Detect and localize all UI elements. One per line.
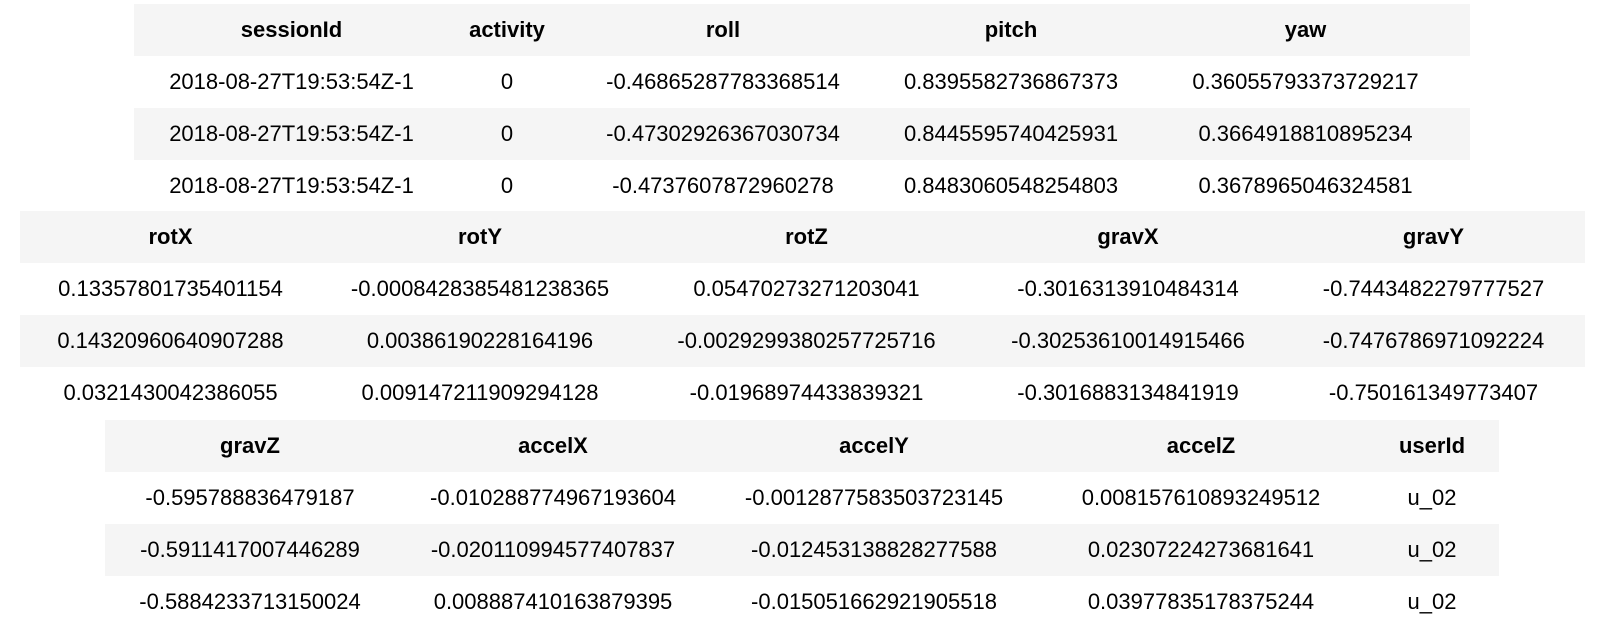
table-cell: 0 xyxy=(500,69,514,94)
table-cell: -0.5911417007446289 xyxy=(105,524,395,576)
table-cell: 0.8395582736867373 xyxy=(903,69,1119,94)
table-cell: 2018-08-27T19:53:54Z-1 xyxy=(169,69,414,94)
table-cell: 2018-08-27T19:53:54Z-1 xyxy=(169,173,414,198)
column-header-roty: rotY xyxy=(321,211,639,263)
column-header-sessionid: sessionId xyxy=(134,4,449,56)
table-cell: -0.010288774967193604 xyxy=(430,485,676,510)
table-cell: -0.595788836479187 xyxy=(145,485,355,510)
table-cell: 0.3678965046324581 xyxy=(1198,173,1413,198)
table-row: -0.595788836479187 -0.010288774967193604… xyxy=(105,472,1499,524)
table-row: 2018-08-27T19:53:54Z-1 0 -0.473029263670… xyxy=(134,108,1470,160)
table-row: 0.0321430042386055 0.009147211909294128 … xyxy=(20,367,1585,419)
table-cell: -0.46865287783368514 xyxy=(606,69,840,94)
table-cell: 0 xyxy=(500,173,514,198)
table-row: 2018-08-27T19:53:54Z-1 0 -0.468652877833… xyxy=(134,56,1470,108)
column-header-roll: roll xyxy=(565,4,881,56)
table-cell: 0.00386190228164196 xyxy=(321,315,639,367)
table-cell: 0.8483060548254803 xyxy=(903,173,1119,198)
table-cell: -0.0029299380257725716 xyxy=(639,315,974,367)
column-header-activity: activity xyxy=(449,4,565,56)
table-cell: -0.4737607872960278 xyxy=(612,173,834,198)
table-cell: 0.0321430042386055 xyxy=(63,380,278,405)
table-cell: u_02 xyxy=(1365,524,1499,576)
table-row: -0.5911417007446289 -0.02011099457740783… xyxy=(105,524,1499,576)
table-cell: 0.008887410163879395 xyxy=(433,589,673,614)
table-cell: -0.020110994577407837 xyxy=(395,524,711,576)
table-cell: -0.3016883134841919 xyxy=(1017,380,1239,405)
column-header-accelx: accelX xyxy=(395,420,711,472)
column-header-userid: userId xyxy=(1365,420,1499,472)
table-cell: -0.750161349773407 xyxy=(1328,380,1539,405)
data-table-3: gravZ accelX accelY accelZ userId -0.595… xyxy=(105,420,1499,628)
column-header-gravz: gravZ xyxy=(105,420,395,472)
table-cell: 2018-08-27T19:53:54Z-1 xyxy=(134,108,449,160)
table-cell: 0.03977835178375244 xyxy=(1087,589,1315,614)
table-cell: 0.009147211909294128 xyxy=(361,380,599,405)
table-cell: u_02 xyxy=(1407,485,1457,510)
table-cell: 0.36055793373729217 xyxy=(1192,69,1419,94)
table-cell: 0.02307224273681641 xyxy=(1037,524,1365,576)
data-table-1: sessionId activity roll pitch yaw 2018-0… xyxy=(134,4,1470,212)
column-header-gravx: gravX xyxy=(974,211,1282,263)
table-cell: -0.30253610014915466 xyxy=(974,315,1282,367)
table-cell: -0.012453138828277588 xyxy=(711,524,1037,576)
table-cell: 0.3664918810895234 xyxy=(1141,108,1470,160)
table-cell: 0.14320960640907288 xyxy=(20,315,321,367)
table-cell: u_02 xyxy=(1407,589,1457,614)
column-header-rotx: rotX xyxy=(20,211,321,263)
data-table-2: rotX rotY rotZ gravX gravY 0.13357801735… xyxy=(20,211,1585,419)
column-header-pitch: pitch xyxy=(881,4,1141,56)
table-row: -0.5884233713150024 0.008887410163879395… xyxy=(105,576,1499,628)
table-cell: -0.7443482279777527 xyxy=(1322,276,1545,301)
column-header-accely: accelY xyxy=(711,420,1037,472)
column-header-accelz: accelZ xyxy=(1037,420,1365,472)
table-cell: -0.0012877583503723145 xyxy=(744,485,1004,510)
table-header-row: gravZ accelX accelY accelZ userId xyxy=(105,420,1499,472)
table-cell: 0.05470273271203041 xyxy=(693,276,920,301)
column-header-rotz: rotZ xyxy=(639,211,974,263)
column-header-gravy: gravY xyxy=(1282,211,1585,263)
table-cell: -0.3016313910484314 xyxy=(1017,276,1239,301)
table-cell: -0.01968974433839321 xyxy=(689,380,924,405)
table-row: 0.13357801735401154 -0.00084283854812383… xyxy=(20,263,1585,315)
column-header-yaw: yaw xyxy=(1141,4,1470,56)
table-cell: -0.0008428385481238365 xyxy=(350,276,610,301)
table-header-row: rotX rotY rotZ gravX gravY xyxy=(20,211,1585,263)
table-cell: 0.13357801735401154 xyxy=(58,276,283,301)
table-cell: -0.015051662921905518 xyxy=(751,589,997,614)
table-header-row: sessionId activity roll pitch yaw xyxy=(134,4,1470,56)
table-cell: 0 xyxy=(449,108,565,160)
table-cell: 0.8445595740425931 xyxy=(881,108,1141,160)
table-cell: -0.5884233713150024 xyxy=(139,589,361,614)
table-cell: -0.47302926367030734 xyxy=(565,108,881,160)
table-cell: -0.7476786971092224 xyxy=(1282,315,1585,367)
table-cell: 0.008157610893249512 xyxy=(1081,485,1321,510)
table-row: 2018-08-27T19:53:54Z-1 0 -0.473760787296… xyxy=(134,160,1470,212)
table-row: 0.14320960640907288 0.00386190228164196 … xyxy=(20,315,1585,367)
